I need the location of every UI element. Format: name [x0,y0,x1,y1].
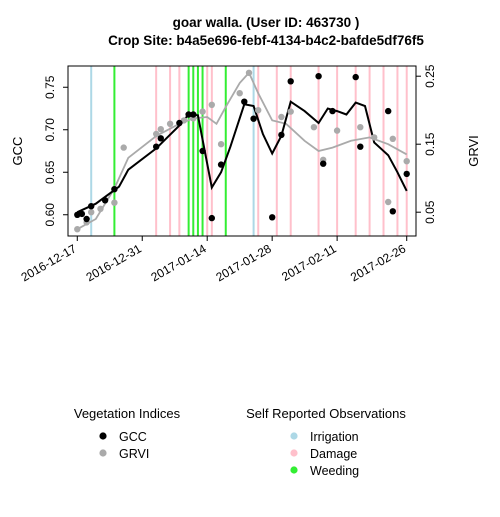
series-layer [74,70,410,233]
data-point-grvi [237,90,243,96]
data-point-grvi [311,124,317,130]
legend-gcc-marker [99,432,106,439]
y-tick-label-left: 0.70 [43,118,57,142]
data-point-grvi [218,141,224,147]
data-point-gcc [385,108,391,114]
data-point-grvi [121,144,127,150]
data-point-grvi [111,200,117,206]
data-point-grvi [334,127,340,133]
data-point-gcc [288,78,294,84]
data-point-grvi [390,136,396,142]
x-tick-label: 2017-01-14 [149,241,209,284]
data-point-gcc [218,161,224,167]
legend-vegetation: Vegetation Indices GCC GRVI [74,406,181,461]
data-point-gcc [320,161,326,167]
legend-grvi-label: GRVI [119,447,149,461]
data-point-grvi [288,108,294,114]
data-point-gcc [315,73,321,79]
y-tick-label-right: 0.25 [423,64,437,88]
x-tick-label: 2016-12-31 [84,241,144,284]
legend-vegetation-title: Vegetation Indices [74,406,181,421]
data-point-gcc [278,132,284,138]
y-tick-label-left: 0.65 [43,160,57,184]
data-point-gcc [176,120,182,126]
data-point-grvi [209,102,215,108]
legend-weeding-label: Weeding [310,464,359,478]
data-point-gcc [102,197,108,203]
data-point-grvi [246,70,252,76]
legend-irrigation-marker [290,432,297,439]
data-point-gcc [241,99,247,105]
y-tick-label-right: 0.15 [423,132,437,156]
data-point-grvi [88,209,94,215]
legend-damage-marker [290,449,297,456]
legend-damage-label: Damage [310,447,357,461]
y-axis-label-left: GCC [10,137,25,166]
x-tick-label: 2017-02-26 [348,241,408,284]
data-point-gcc [88,203,94,209]
data-point-grvi [97,206,103,212]
data-point-gcc [404,171,410,177]
data-point-grvi [199,108,205,114]
legend-weeding-marker [290,466,297,473]
axes: 2016-12-17 2016-12-31 2017-01-14 2017-01-28… [19,64,437,284]
legend-gcc-label: GCC [119,430,147,444]
data-point-gcc [79,211,85,217]
data-point-grvi [74,226,80,232]
data-point-gcc [199,148,205,154]
data-point-gcc [250,116,256,122]
y-tick-label-left: 0.75 [43,75,57,99]
legend-observations: Self Reported Observations Irrigation Da… [246,406,406,478]
data-point-grvi [158,126,164,132]
y-tick-label-right: 0.05 [423,200,437,224]
data-point-gcc [111,186,117,192]
data-point-gcc [158,135,164,141]
data-point-grvi [404,158,410,164]
data-point-gcc [329,108,335,114]
data-point-grvi [278,114,284,120]
legend-irrigation-label: Irrigation [310,430,359,444]
legend-observations-title: Self Reported Observations [246,406,406,421]
series-line-grvi [77,73,406,229]
data-point-grvi [255,107,261,113]
data-point-gcc [83,216,89,222]
y-axis-label-right: GRVI [466,135,481,167]
data-point-gcc [190,111,196,117]
legend-grvi-marker [99,449,106,456]
chart-title-line1: goar walla. (User ID: 463730 ) [173,15,360,30]
data-point-grvi [385,199,391,205]
y-tick-label-left: 0.60 [43,203,57,227]
data-point-grvi [371,134,377,140]
data-point-gcc [209,215,215,221]
x-tick-label: 2017-01-28 [213,241,273,284]
data-point-gcc [153,144,159,150]
data-point-gcc [357,144,363,150]
data-point-grvi [167,121,173,127]
x-tick-label: 2016-12-17 [19,241,79,284]
x-tick-label: 2017-02-11 [279,241,339,284]
data-point-grvi [357,124,363,130]
data-point-gcc [390,208,396,214]
observation-lines [91,66,407,236]
data-point-gcc [269,214,275,220]
series-line-gcc [77,102,406,213]
data-point-gcc [353,74,359,80]
chart-title-line2: Crop Site: b4a5e696-febf-4134-b4c2-bafde… [108,33,424,48]
